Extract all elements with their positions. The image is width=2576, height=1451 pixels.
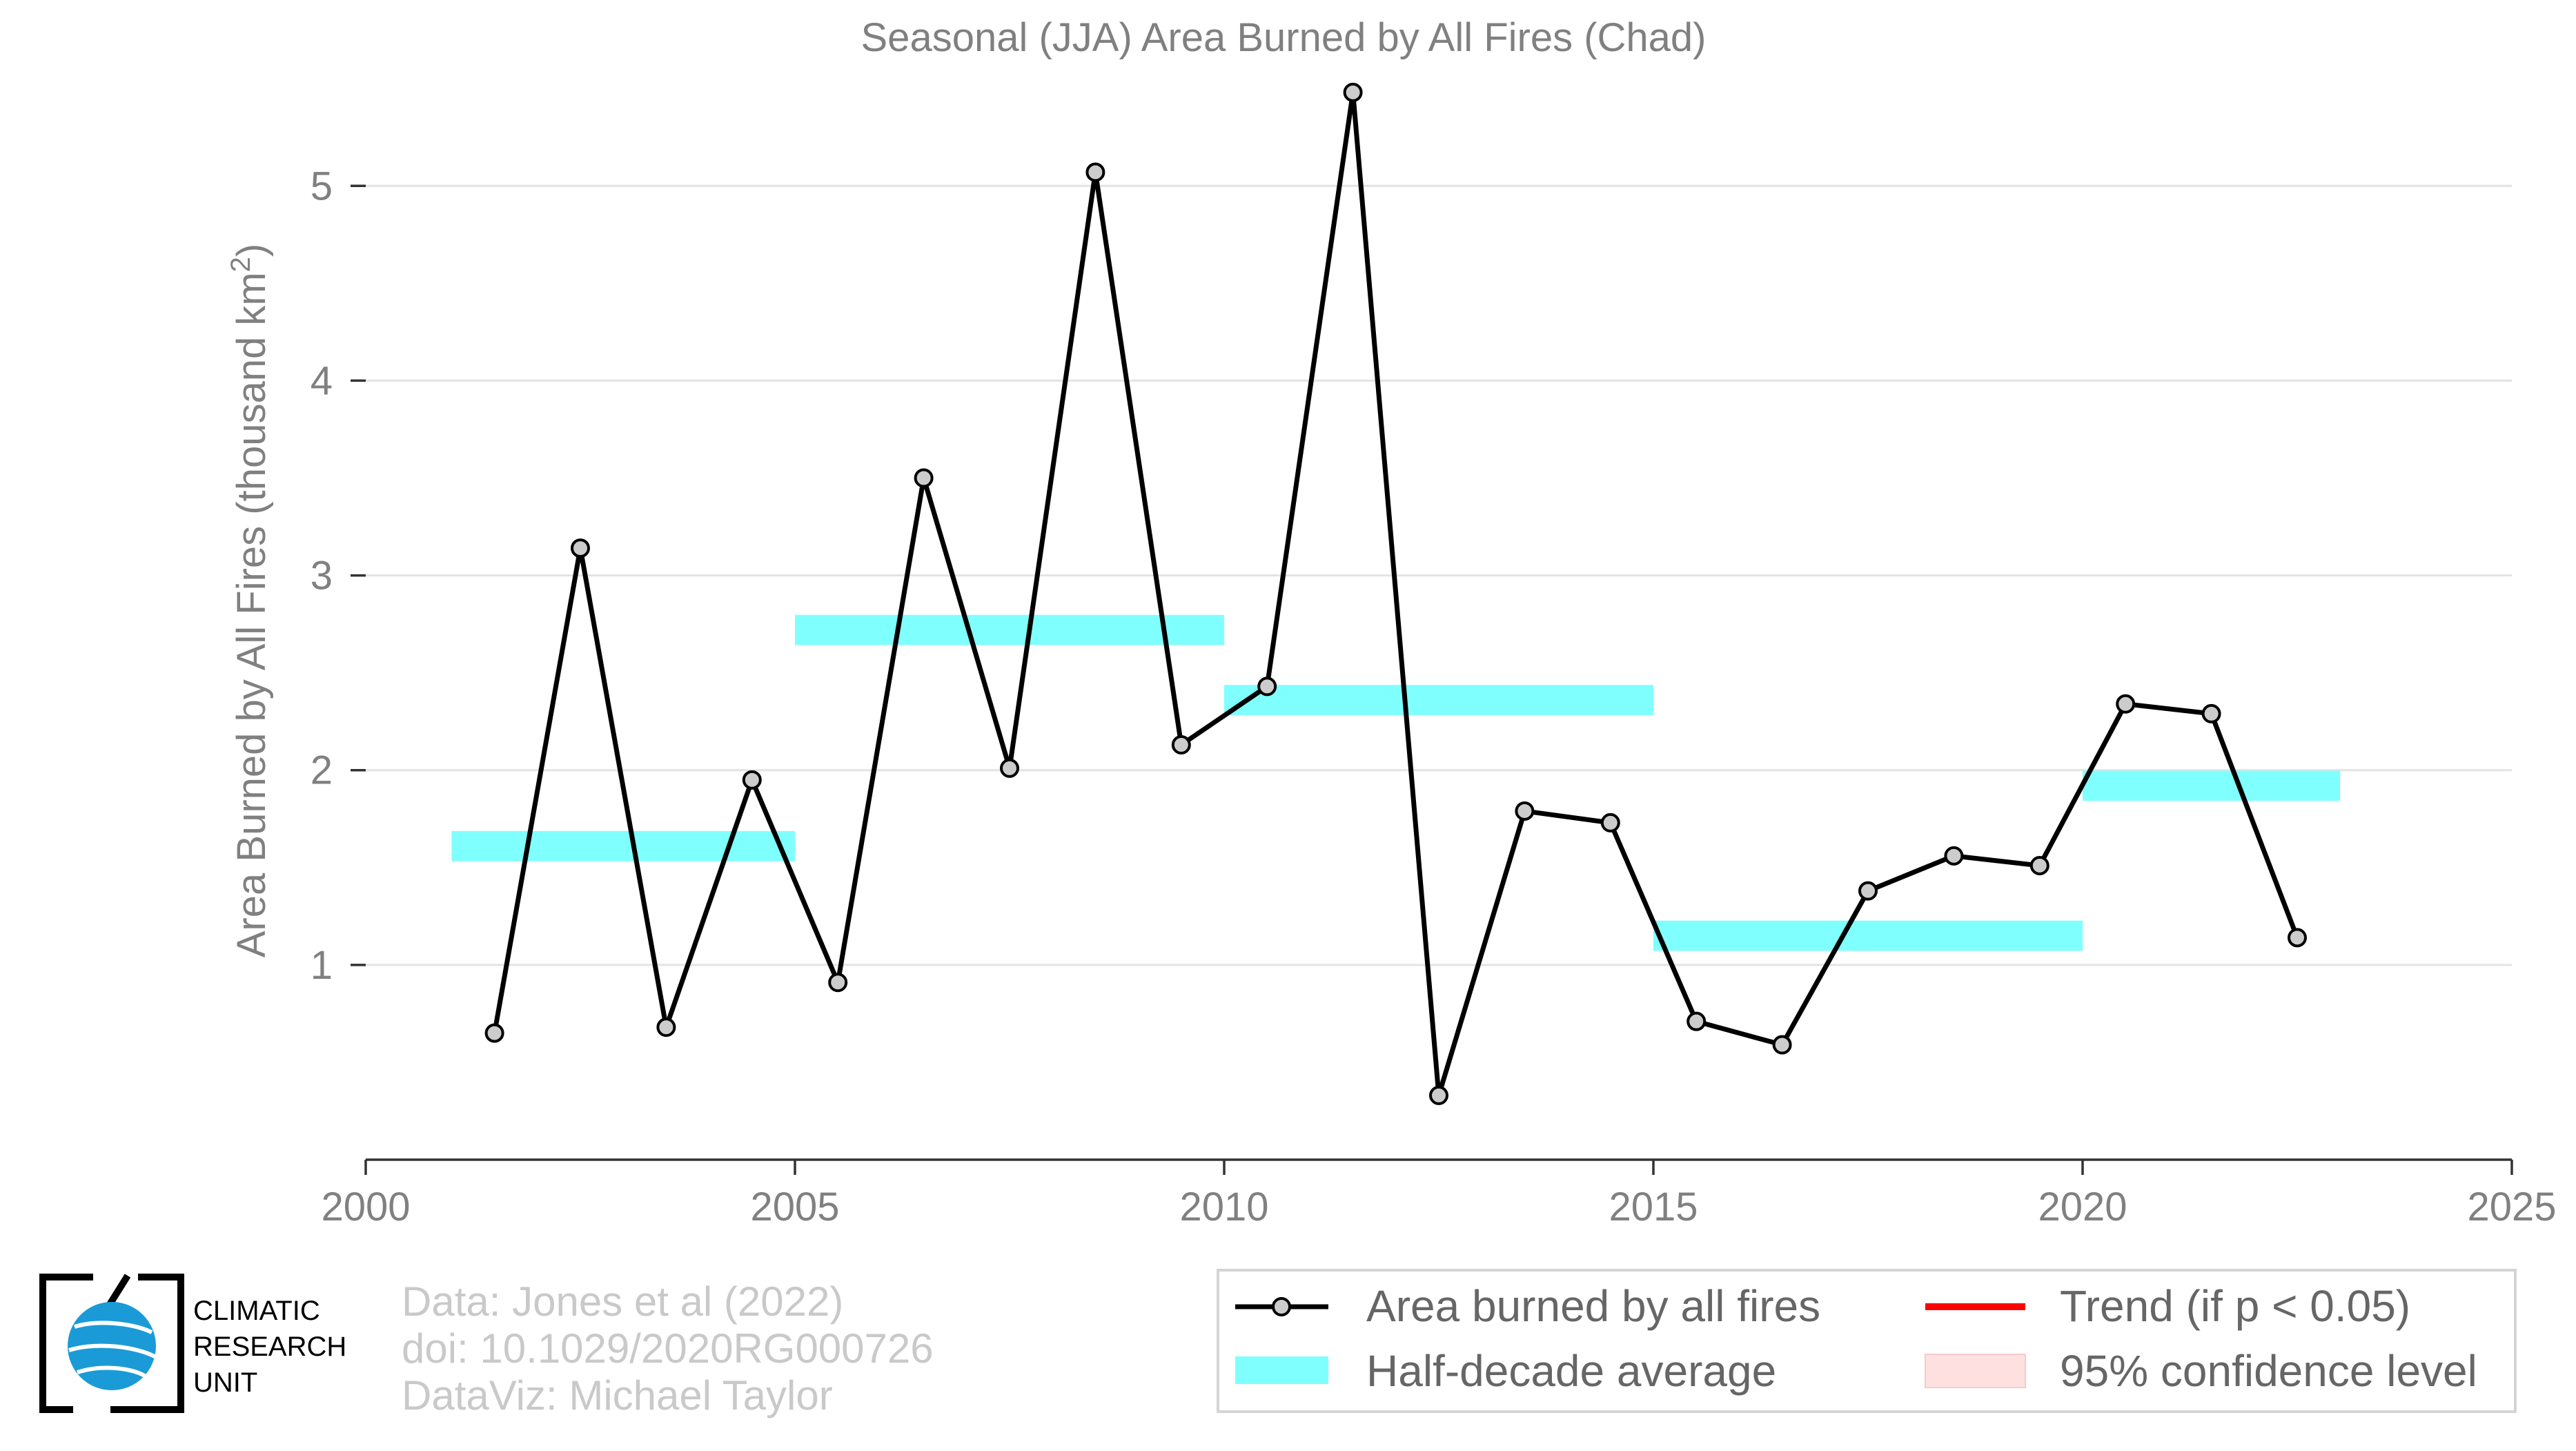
data-point-18 bbox=[2029, 855, 2049, 875]
data-point-11 bbox=[1429, 1085, 1448, 1105]
y-tick-label-3: 3 bbox=[311, 554, 333, 598]
data-point-8 bbox=[1171, 735, 1191, 755]
cru-logo: CLIMATIC RESEARCH UNIT bbox=[39, 1274, 346, 1413]
chart-title: Seasonal (JJA) Area Burned by All Fires … bbox=[861, 15, 1707, 60]
data-point-0 bbox=[484, 1023, 504, 1043]
data-point-5 bbox=[914, 468, 934, 488]
credit-data: Data: Jones et al (2022) bbox=[402, 1278, 843, 1325]
x-tick-label-2025: 2025 bbox=[2467, 1185, 2556, 1229]
y-axis-label: Area Burned by All Fires (thousand km2) bbox=[226, 244, 274, 958]
x-tick-label-2015: 2015 bbox=[1609, 1185, 1698, 1229]
data-point-4 bbox=[828, 973, 848, 993]
x-tick-label-2020: 2020 bbox=[2038, 1185, 2127, 1229]
legend-swatch-series-marker bbox=[1272, 1297, 1291, 1316]
credit-dataviz: DataViz: Michael Taylor bbox=[402, 1372, 833, 1419]
half-decade-layer bbox=[451, 614, 2341, 951]
legend-label-half-decade: Half-decade average bbox=[1366, 1346, 1776, 1396]
grid-layer bbox=[366, 184, 2512, 966]
y-axis-label-close: ) bbox=[229, 244, 274, 257]
data-point-21 bbox=[2288, 928, 2307, 948]
logo-bracket-left bbox=[39, 1274, 93, 1413]
data-point-6 bbox=[1000, 758, 1019, 778]
data-point-9 bbox=[1257, 676, 1277, 697]
x-tick-label-2010: 2010 bbox=[1179, 1185, 1268, 1229]
data-point-13 bbox=[1600, 812, 1620, 832]
x-tick-label-2000: 2000 bbox=[321, 1185, 410, 1229]
data-point-10 bbox=[1343, 82, 1363, 102]
data-point-17 bbox=[1944, 846, 1964, 866]
y-tick-label-4: 4 bbox=[311, 358, 333, 403]
data-point-1 bbox=[571, 538, 590, 558]
y-tick-label-2: 2 bbox=[311, 748, 333, 793]
data-point-14 bbox=[1687, 1011, 1707, 1031]
data-point-3 bbox=[742, 770, 762, 790]
half-decade-bar-3 bbox=[1653, 920, 2083, 951]
legend-swatch-confidence bbox=[1925, 1354, 2026, 1388]
legend-label-trend: Trend (if p < 0.05) bbox=[2060, 1281, 2410, 1331]
logo-line-3: UNIT bbox=[193, 1367, 257, 1398]
legend-swatch-half-decade bbox=[1235, 1356, 1328, 1384]
logo-bracket-right bbox=[110, 1274, 184, 1413]
y-tick-label-5: 5 bbox=[311, 164, 333, 208]
half-decade-bar-1 bbox=[795, 614, 1224, 645]
legend-label-series: Area burned by all fires bbox=[1366, 1281, 1820, 1331]
logo-line-1: CLIMATIC bbox=[193, 1296, 320, 1326]
y-tick-label-1: 1 bbox=[311, 943, 333, 988]
x-tick-label-2005: 2005 bbox=[750, 1185, 839, 1229]
half-decade-bar-4 bbox=[2083, 770, 2341, 801]
legend-frame bbox=[1217, 1269, 2517, 1413]
y-axis-label-main: Area Burned by All Fires (thousand km bbox=[229, 272, 274, 957]
data-point-7 bbox=[1085, 162, 1105, 182]
data-point-20 bbox=[2201, 703, 2221, 723]
axes-layer: 1 2 3 4 5 2000 2005 2010 2015 2020 2025 bbox=[311, 164, 2557, 1229]
series-layer bbox=[484, 82, 2307, 1105]
legend: Area burned by all fires Trend (if p < 0… bbox=[1217, 1269, 2517, 1413]
data-point-2 bbox=[656, 1017, 676, 1038]
data-point-15 bbox=[1772, 1035, 1792, 1055]
credit-doi: doi: 10.1029/2020RG000726 bbox=[402, 1325, 934, 1372]
half-decade-bar-0 bbox=[451, 830, 795, 861]
y-axis-label-superscript: 2 bbox=[226, 257, 256, 272]
data-point-16 bbox=[1858, 881, 1878, 901]
half-decade-bar-2 bbox=[1224, 685, 1653, 716]
logo-line-2: RESEARCH bbox=[193, 1332, 346, 1362]
data-point-19 bbox=[2116, 694, 2136, 714]
legend-label-confidence: 95% confidence level bbox=[2060, 1346, 2477, 1396]
data-point-12 bbox=[1515, 801, 1535, 821]
series-line bbox=[492, 90, 2300, 1098]
